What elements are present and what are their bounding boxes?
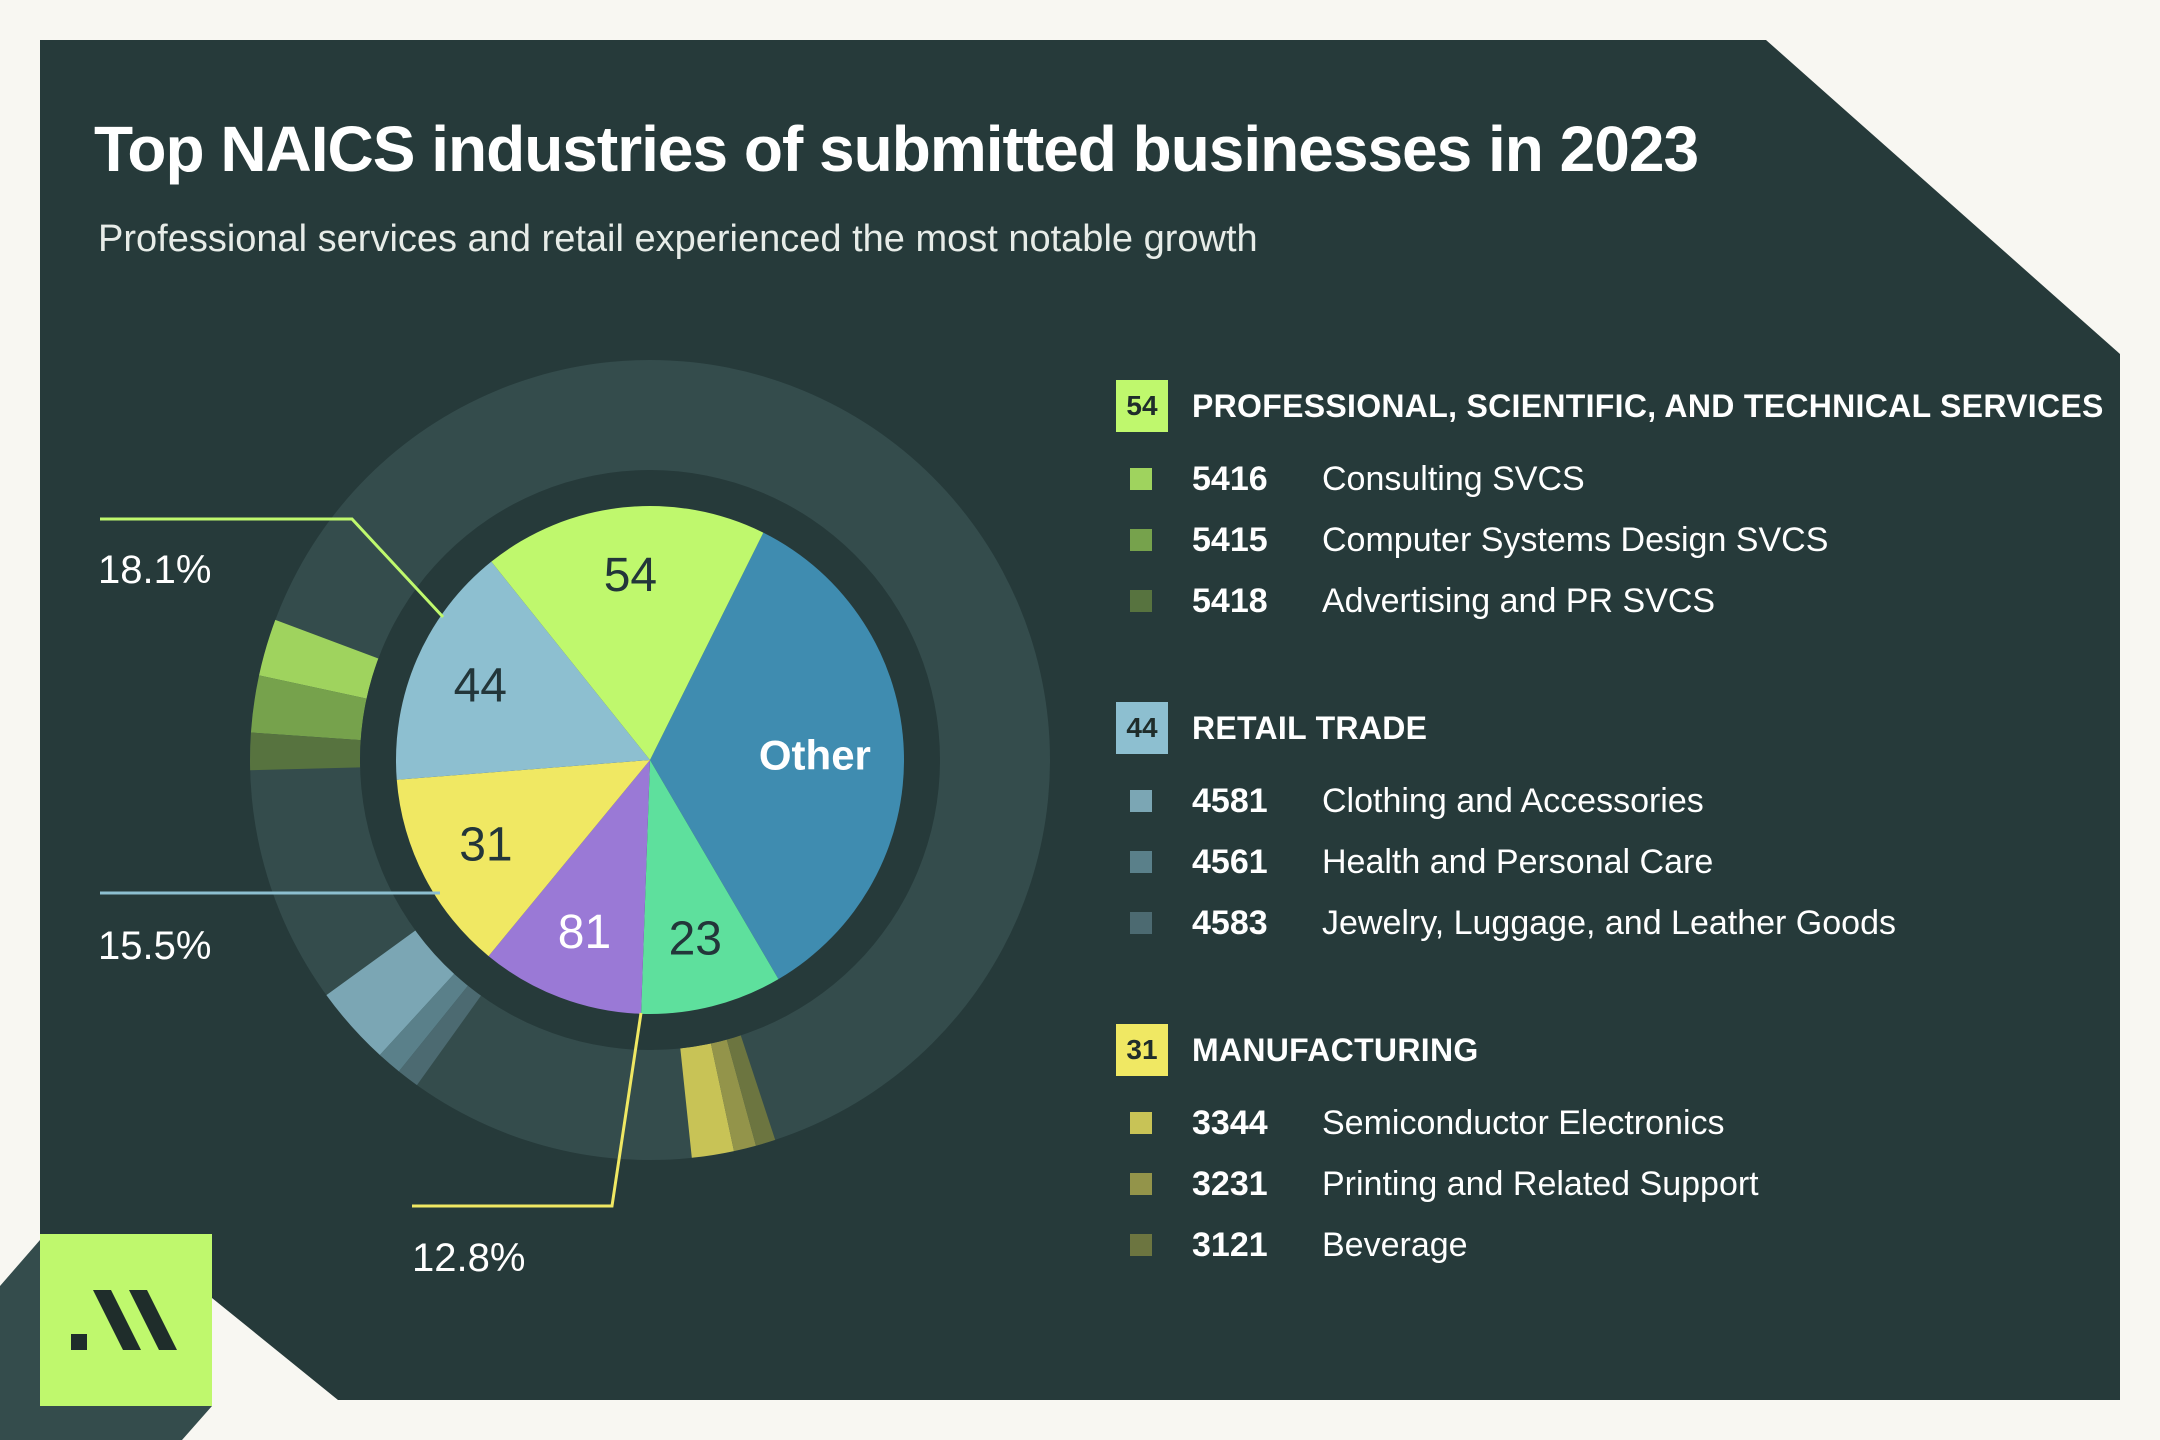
- callout-label-44: 15.5%: [98, 924, 212, 968]
- legend-item-code: 3121: [1192, 1225, 1268, 1264]
- legend-swatch: [1130, 912, 1152, 934]
- legend-swatch: [1130, 468, 1152, 490]
- pie-slice-44: [396, 561, 650, 780]
- pie-slice-label-54: 54: [604, 549, 657, 602]
- legend-item-5415: 5415 Computer Systems Design SVCS: [1130, 520, 1828, 560]
- corner-accent: [0, 1240, 212, 1440]
- legend-group-badge: 31: [1116, 1024, 1168, 1076]
- callout-line-54: [100, 517, 445, 619]
- legend-item-code: 3344: [1192, 1103, 1268, 1142]
- legend-swatch: [1130, 790, 1152, 812]
- legend-item-code: 4583: [1192, 903, 1268, 942]
- chart-subtitle: Professional services and retail experie…: [98, 218, 1258, 260]
- legend-item-code: 5416: [1192, 459, 1268, 498]
- outer-ring-segment-3121: [726, 1035, 776, 1146]
- legend-item-name: Clothing and Accessories: [1322, 781, 1704, 820]
- callout-label-54: 18.1%: [98, 548, 212, 592]
- brand-logo-icon: [71, 1290, 177, 1350]
- legend-item-name: Consulting SVCS: [1322, 459, 1585, 498]
- chart-title: Top NAICS industries of submitted busine…: [94, 113, 1699, 185]
- legend-item-name: Computer Systems Design SVCS: [1322, 520, 1829, 559]
- legend-item-code: 3231: [1192, 1164, 1268, 1203]
- outer-ring-segment-5418: [250, 732, 361, 771]
- brand-logo: [40, 1234, 212, 1406]
- legend-item-code: 4581: [1192, 781, 1268, 820]
- callout-line-31: [412, 1012, 643, 1208]
- legend-group-name: RETAIL TRADE: [1192, 709, 1428, 746]
- legend-item-code: 4561: [1192, 842, 1268, 881]
- legend-item-5416: 5416 Consulting SVCS: [1130, 459, 1585, 499]
- legend-item-5418: 5418 Advertising and PR SVCS: [1130, 581, 1715, 621]
- legend-item-4561: 4561 Health and Personal Care: [1130, 842, 1713, 882]
- outer-ring-segment-3231: [710, 1039, 756, 1152]
- legend-item-3344: 3344 Semiconductor Electronics: [1130, 1103, 1725, 1143]
- pie-slice-31: [396, 760, 650, 957]
- pie-slice-label-23: 23: [669, 912, 722, 965]
- callout-leader-lines: [100, 517, 643, 1208]
- legend-item-3121: 3121 Beverage: [1130, 1225, 1468, 1265]
- legend-group-header: 54 PROFESSIONAL, SCIENTIFIC, AND TECHNIC…: [1116, 380, 2104, 432]
- legend-item-code: 5418: [1192, 581, 1268, 620]
- legend-item-4583: 4583 Jewelry, Luggage, and Leather Goods: [1130, 903, 1896, 943]
- legend-swatch: [1130, 529, 1152, 551]
- pie-slice-81: [488, 760, 650, 1014]
- legend-item-name: Semiconductor Electronics: [1322, 1103, 1725, 1142]
- outer-ring-segment-4581: [326, 930, 455, 1056]
- outer-ring-segment-5416: [259, 619, 379, 699]
- pie-slice-label-31: 31: [459, 818, 512, 871]
- legend-item-name: Jewelry, Luggage, and Leather Goods: [1322, 903, 1896, 942]
- legend-item-4581: 4581 Clothing and Accessories: [1130, 781, 1704, 821]
- legend-swatch: [1130, 590, 1152, 612]
- legend-group-name: MANUFACTURING: [1192, 1031, 1479, 1068]
- legend-swatch: [1130, 851, 1152, 873]
- pie-slice-54: [491, 506, 764, 760]
- legend-group-badge: 54: [1116, 380, 1168, 432]
- legend-group-name: PROFESSIONAL, SCIENTIFIC, AND TECHNICAL …: [1192, 387, 2104, 424]
- outer-ring-segment-5415: [250, 675, 367, 741]
- inner-pie-labels: Other 23 81 31 44 54: [454, 549, 871, 965]
- legend-item-3231: 3231 Printing and Related Support: [1130, 1164, 1759, 1204]
- pie-slice-other: [650, 532, 905, 980]
- pie-slice-label-other: Other: [759, 731, 871, 778]
- legend-item-name: Health and Personal Care: [1322, 842, 1714, 881]
- pie-slice-label-81: 81: [558, 906, 611, 959]
- outer-ring-segments: [250, 619, 776, 1158]
- legend-swatch: [1130, 1173, 1152, 1195]
- legend-group-header: 31 MANUFACTURING: [1116, 1024, 1479, 1076]
- legend-item-name: Printing and Related Support: [1322, 1164, 1759, 1203]
- inner-pie-slices: [396, 506, 905, 1015]
- callout-label-31: 12.8%: [412, 1236, 526, 1280]
- legend-group-header: 44 RETAIL TRADE: [1116, 702, 1427, 754]
- legend-swatch: [1130, 1234, 1152, 1256]
- outer-ring-segment-4561: [379, 973, 468, 1072]
- legend-item-name: Beverage: [1322, 1225, 1468, 1264]
- legend-swatch: [1130, 1112, 1152, 1134]
- legend-item-name: Advertising and PR SVCS: [1322, 581, 1716, 620]
- pie-slice-23: [641, 760, 779, 1015]
- pie-slice-label-44: 44: [454, 659, 507, 712]
- outer-ring-segment-4583: [398, 985, 482, 1086]
- legend-group-badge: 44: [1116, 702, 1168, 754]
- legend-item-code: 5415: [1192, 520, 1268, 559]
- outer-ring-segment-3344: [680, 1043, 734, 1158]
